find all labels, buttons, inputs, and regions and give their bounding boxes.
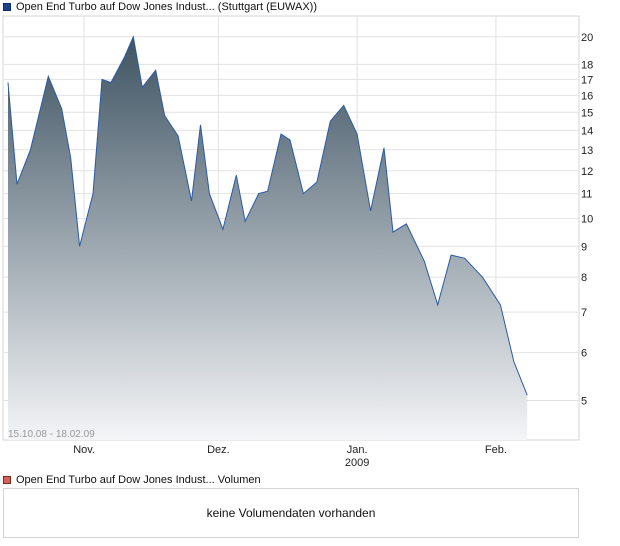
y-tick-label: 10 [581,214,593,226]
price-chart: 5 6 7 8 9 10 11 12 13 14 15 16 17 18 20 Nov. Dez. Jan.20… [2,15,593,469]
y-tick-label: 18 [581,59,593,71]
y-tick-label: 8 [581,272,587,284]
x-tick-label: Dez. [207,444,230,456]
volume-series-swatch-icon [3,476,11,484]
price-line [7,35,528,396]
volume-panel: keine Volumendaten vorhanden [3,488,579,538]
y-tick-label: 9 [581,241,587,253]
y-tick-label: 15 [581,107,593,119]
volume-legend: Open End Turbo auf Dow Jones Indust... V… [3,473,261,487]
y-tick-label: 7 [581,307,587,319]
x-tick-label: Feb. [485,444,507,456]
price-series-swatch-icon [3,3,11,11]
y-tick-label: 20 [581,32,593,44]
price-legend-label: Open End Turbo auf Dow Jones Indust... (… [16,1,318,13]
date-range-label: 15.10.08 - 18.02.09 [8,429,95,440]
y-tick-label: 6 [581,348,587,360]
y-tick-label: 14 [581,125,593,137]
volume-legend-label: Open End Turbo auf Dow Jones Indust... V… [16,474,261,486]
price-area [8,36,528,441]
y-tick-label: 12 [581,166,593,178]
y-tick-label: 11 [581,189,592,201]
y-tick-label: 16 [581,90,593,102]
x-tick-year-label: 2009 [345,457,369,469]
no-volume-message: keine Volumendaten vorhanden [206,506,376,520]
price-legend: Open End Turbo auf Dow Jones Indust... (… [3,0,317,14]
x-tick-label: Jan. [347,444,368,456]
y-tick-label: 13 [581,145,593,157]
x-tick-label: Nov. [73,444,95,456]
y-tick-label: 17 [581,74,593,86]
y-tick-label: 5 [581,395,587,407]
